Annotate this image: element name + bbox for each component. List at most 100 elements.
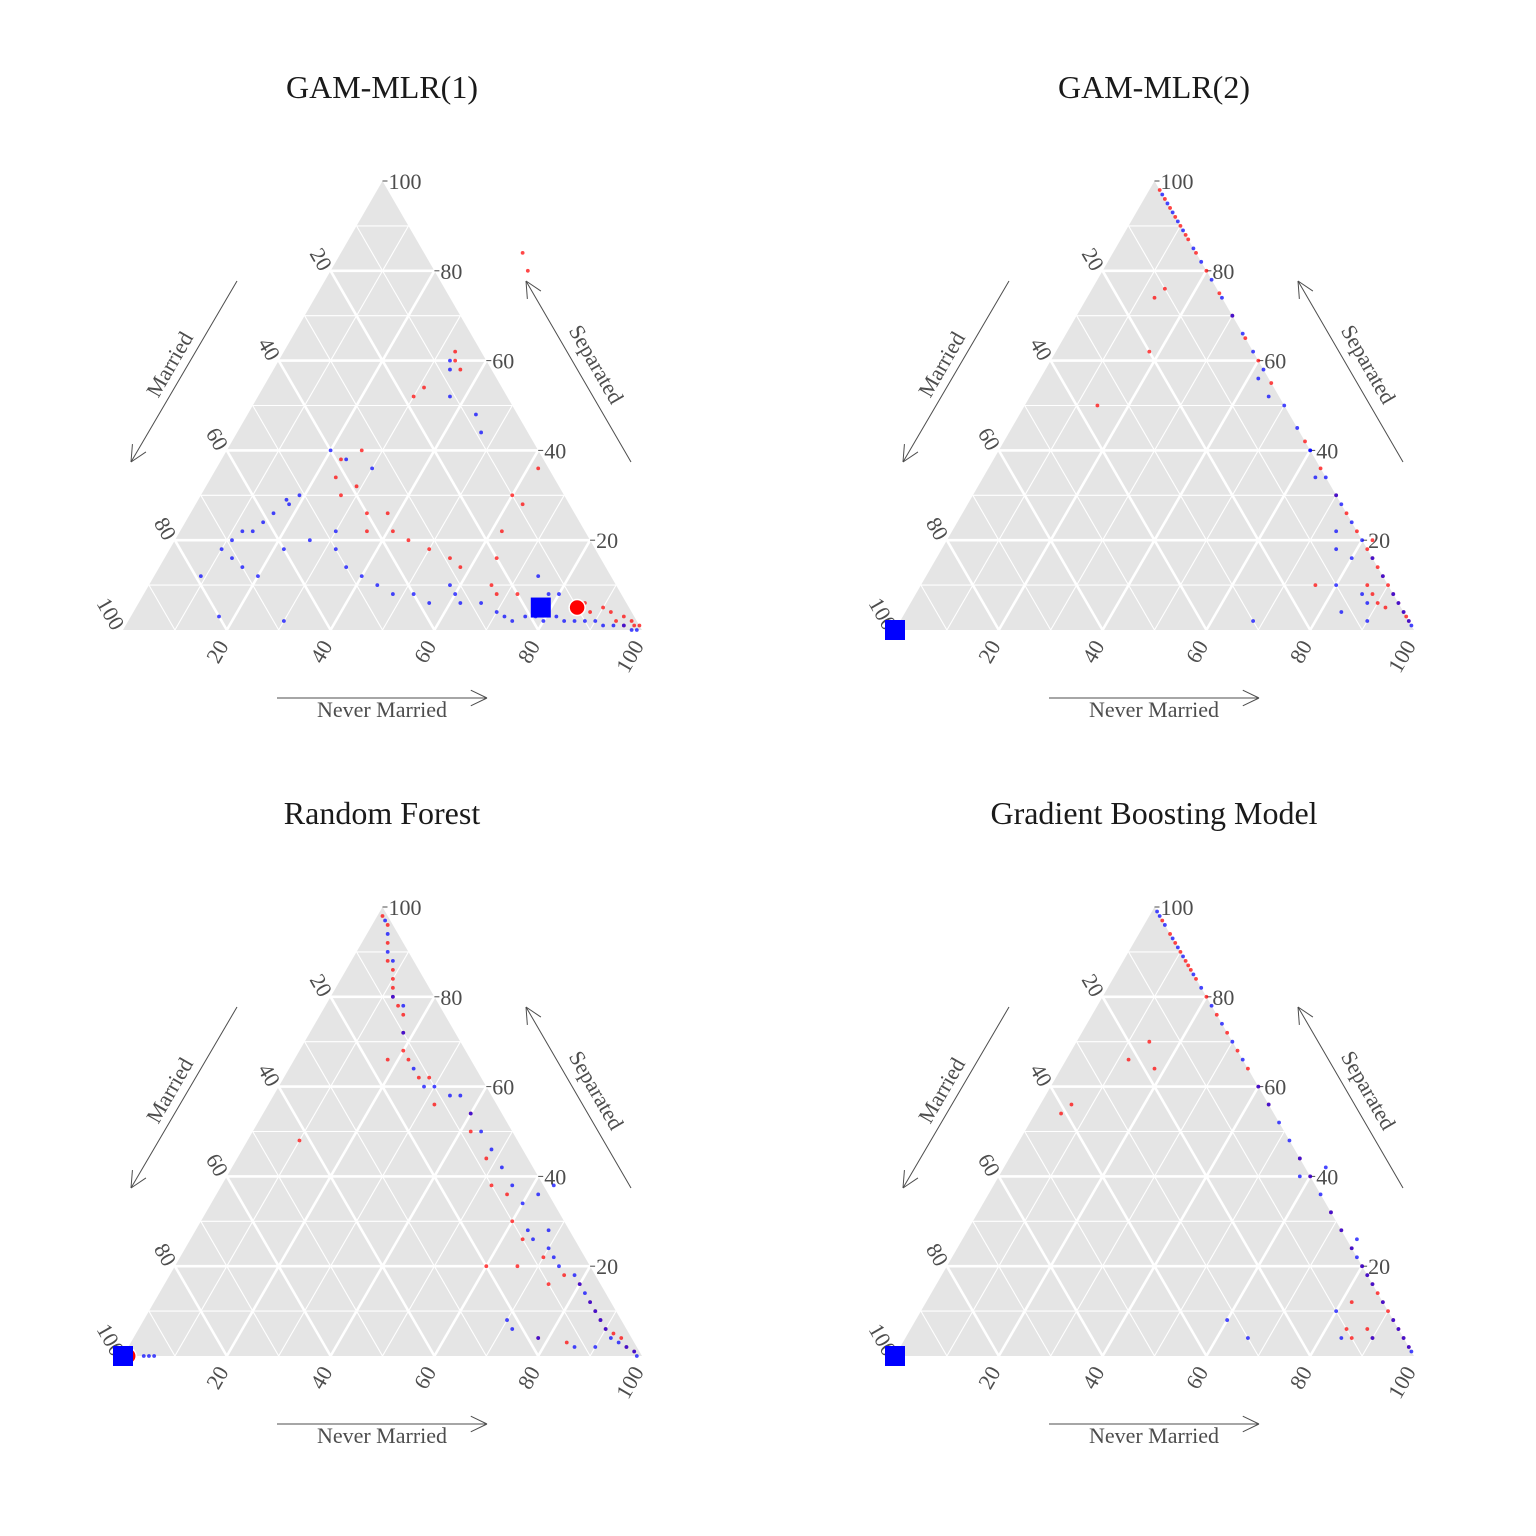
data-point bbox=[448, 583, 452, 587]
grid-line bbox=[278, 1041, 461, 1357]
data-point bbox=[1157, 188, 1162, 192]
data-point bbox=[601, 623, 605, 628]
data-point bbox=[1256, 358, 1261, 363]
tick-label-separated: 40 bbox=[544, 438, 566, 463]
data-point bbox=[453, 358, 458, 363]
data-point bbox=[1375, 601, 1380, 605]
data-point bbox=[525, 268, 530, 273]
data-point bbox=[541, 1255, 546, 1260]
data-point bbox=[531, 1237, 535, 1242]
data-point bbox=[1186, 963, 1191, 968]
data-point bbox=[564, 1340, 569, 1345]
tick-label-separated: 40 bbox=[1316, 1164, 1338, 1189]
data-point bbox=[572, 619, 577, 623]
data-point bbox=[1406, 619, 1411, 623]
data-point bbox=[1334, 1309, 1339, 1313]
grid-line bbox=[920, 1310, 948, 1357]
data-point bbox=[502, 614, 507, 619]
data-point bbox=[510, 1219, 515, 1224]
data-point bbox=[593, 619, 598, 623]
data-point bbox=[484, 1264, 489, 1269]
data-point bbox=[510, 1327, 515, 1331]
data-point bbox=[621, 623, 626, 628]
data-point bbox=[1323, 1165, 1328, 1170]
data-point bbox=[416, 1075, 421, 1080]
data-point bbox=[515, 1264, 520, 1269]
axis-label-never-married: Never Married bbox=[317, 1423, 447, 1448]
data-point bbox=[339, 457, 343, 462]
data-point bbox=[1126, 1057, 1131, 1062]
tick-label-separated: 80 bbox=[1212, 985, 1234, 1010]
data-point bbox=[141, 1354, 146, 1358]
tick-label-separated: 60 bbox=[1264, 1075, 1286, 1100]
grid-line bbox=[304, 315, 487, 631]
grid-line bbox=[945, 1265, 1000, 1357]
data-point bbox=[240, 529, 245, 534]
data-point bbox=[1334, 583, 1339, 587]
grid-line bbox=[1257, 495, 1337, 631]
data-point bbox=[1323, 475, 1328, 480]
data-point bbox=[601, 605, 605, 610]
data-point bbox=[525, 1228, 530, 1233]
tick-label-separated: 80 bbox=[440, 259, 462, 284]
data-point bbox=[494, 592, 499, 596]
highlight-square-marker bbox=[885, 1346, 905, 1366]
data-point bbox=[240, 565, 245, 570]
data-point bbox=[385, 1057, 390, 1062]
data-point bbox=[1365, 619, 1370, 623]
data-point bbox=[390, 592, 395, 596]
data-point bbox=[536, 1336, 541, 1340]
data-point bbox=[1240, 331, 1245, 336]
data-point bbox=[1160, 192, 1165, 197]
data-point bbox=[1365, 547, 1370, 552]
data-point bbox=[1339, 1228, 1344, 1233]
data-point bbox=[250, 529, 255, 534]
tick-label-separated: 80 bbox=[440, 985, 462, 1010]
data-point bbox=[510, 619, 515, 623]
tick-label-separated: 100 bbox=[389, 169, 422, 194]
separated-arrow bbox=[525, 280, 632, 463]
data-point bbox=[281, 547, 286, 552]
grid-line bbox=[1024, 405, 1155, 631]
data-point bbox=[1370, 592, 1375, 596]
data-point bbox=[1339, 610, 1344, 614]
grid-line bbox=[972, 495, 1052, 631]
data-point bbox=[333, 475, 338, 480]
data-point bbox=[1243, 336, 1248, 341]
grid-line bbox=[920, 584, 948, 631]
data-point bbox=[1349, 1300, 1354, 1305]
data-point bbox=[354, 484, 359, 489]
panel-0-title: GAM-MLR(1) bbox=[286, 69, 478, 105]
data-point bbox=[147, 1354, 151, 1358]
married-arrow bbox=[902, 1006, 1010, 1189]
data-point bbox=[1383, 605, 1388, 610]
data-point bbox=[396, 1003, 400, 1008]
grid-line bbox=[1076, 1041, 1259, 1357]
grid-line bbox=[997, 449, 1104, 631]
data-point bbox=[1178, 950, 1183, 954]
data-point bbox=[1308, 1174, 1313, 1179]
data-point bbox=[1329, 1210, 1333, 1215]
data-point bbox=[1181, 228, 1185, 233]
data-point bbox=[614, 619, 618, 623]
data-point bbox=[1147, 1039, 1152, 1044]
tick-label-separated: 100 bbox=[1161, 895, 1194, 920]
data-point bbox=[629, 619, 634, 623]
grid-line bbox=[1024, 1131, 1155, 1357]
data-point bbox=[1225, 1030, 1230, 1035]
data-point bbox=[1170, 936, 1175, 941]
data-point bbox=[546, 1282, 551, 1287]
grid-line bbox=[356, 951, 591, 1357]
grid-line bbox=[1076, 315, 1259, 631]
data-point bbox=[1266, 1102, 1271, 1107]
data-point bbox=[458, 1093, 463, 1098]
tick-label-separated: 40 bbox=[1316, 438, 1338, 463]
data-point bbox=[1370, 538, 1375, 543]
grid-line bbox=[148, 1310, 176, 1357]
grid-line bbox=[537, 1265, 592, 1357]
data-point bbox=[385, 932, 390, 936]
data-point bbox=[333, 529, 338, 534]
data-point bbox=[1355, 1237, 1359, 1242]
data-point bbox=[593, 1345, 598, 1349]
tick-label-separated: 100 bbox=[389, 895, 422, 920]
